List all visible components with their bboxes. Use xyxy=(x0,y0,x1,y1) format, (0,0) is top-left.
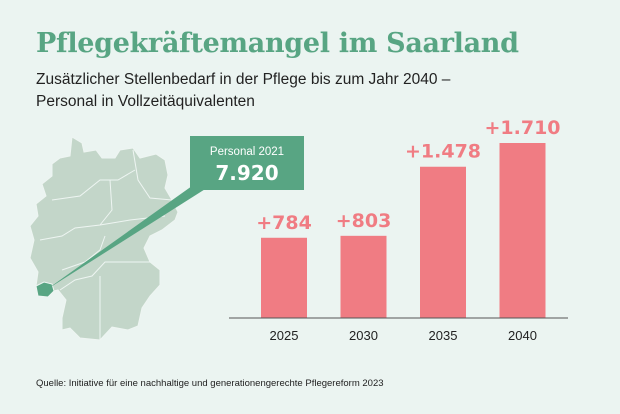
callout-value: 7.920 xyxy=(215,161,278,185)
source-note: Quelle: Initiative für eine nachhaltige … xyxy=(36,378,384,389)
x-tick-label: 2040 xyxy=(508,328,537,343)
callout-box xyxy=(190,136,304,190)
x-tick-label: 2030 xyxy=(349,328,378,343)
data-label: +784 xyxy=(256,212,312,234)
bar-2040 xyxy=(499,143,546,318)
x-tick-label: 2035 xyxy=(429,328,458,343)
callout-pointer xyxy=(46,186,210,290)
callout-label: Personal 2021 xyxy=(210,146,284,158)
subtitle: Personal in Vollzeitäquivalenten xyxy=(36,93,255,110)
data-label: +1.478 xyxy=(405,141,481,163)
bar-2025 xyxy=(261,237,307,318)
subtitle: Zusätzlicher Stellenbedarf in der Pflege… xyxy=(36,71,451,88)
bar-2030 xyxy=(340,235,387,318)
germany-map xyxy=(29,136,179,341)
page-title: Pflegekräftemangel im Saarland xyxy=(36,28,519,59)
x-tick-label: 2025 xyxy=(270,328,299,343)
saarland-highlight xyxy=(35,281,55,298)
bar-2035 xyxy=(420,166,466,318)
data-label: +803 xyxy=(336,210,392,232)
data-label: +1.710 xyxy=(484,117,560,139)
